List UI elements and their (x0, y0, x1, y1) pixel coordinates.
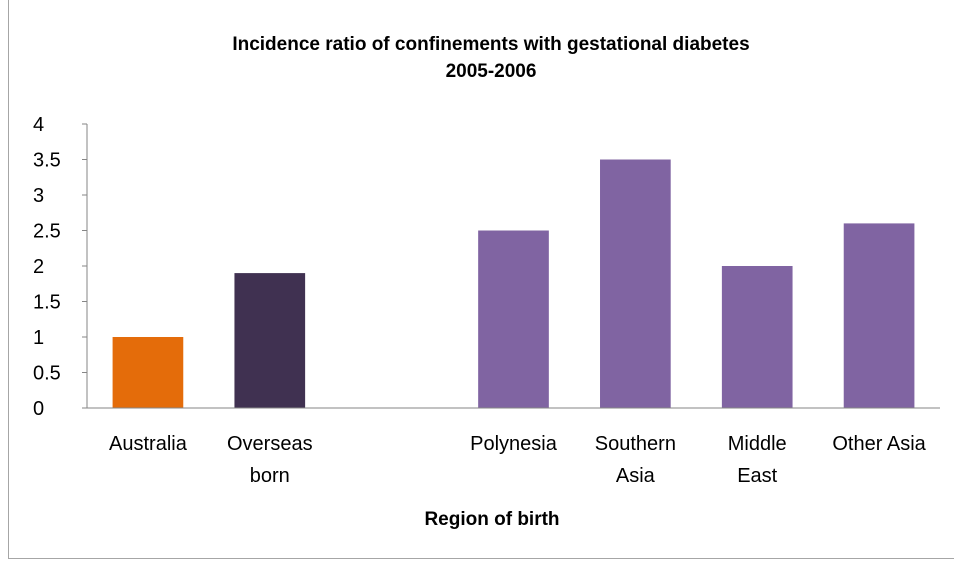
x-category-label: Overseas (227, 433, 313, 455)
y-tick-label: 4 (33, 114, 44, 136)
bar (112, 337, 184, 408)
chart-frame (8, 0, 954, 559)
x-category-label: born (250, 465, 290, 487)
x-category-label: Asia (616, 465, 656, 487)
x-category-label: Australia (109, 433, 188, 455)
chart-subtitle: 2005-2006 (446, 61, 537, 82)
y-tick-label: 1.5 (33, 292, 61, 314)
chart-title: Incidence ratio of confinements with ges… (232, 34, 749, 55)
y-tick-label: 2 (33, 256, 44, 278)
x-category-label: East (737, 465, 777, 487)
x-category-label: Polynesia (470, 433, 558, 455)
bar (721, 266, 793, 408)
x-category-label: Middle (728, 433, 787, 455)
x-category-label: Southern (595, 433, 676, 455)
y-tick-label: 0 (33, 398, 44, 420)
y-tick-label: 3 (33, 185, 44, 207)
bar (600, 159, 671, 408)
y-tick-label: 3.5 (33, 150, 61, 172)
x-category-label: Other Asia (832, 433, 926, 455)
y-tick-label: 0.5 (33, 363, 61, 385)
y-tick-label: 1 (33, 327, 44, 349)
x-axis-title: Region of birth (424, 509, 559, 530)
bar (843, 223, 915, 408)
bar (234, 273, 306, 408)
y-tick-label: 2.5 (33, 221, 61, 243)
bar (478, 230, 549, 408)
